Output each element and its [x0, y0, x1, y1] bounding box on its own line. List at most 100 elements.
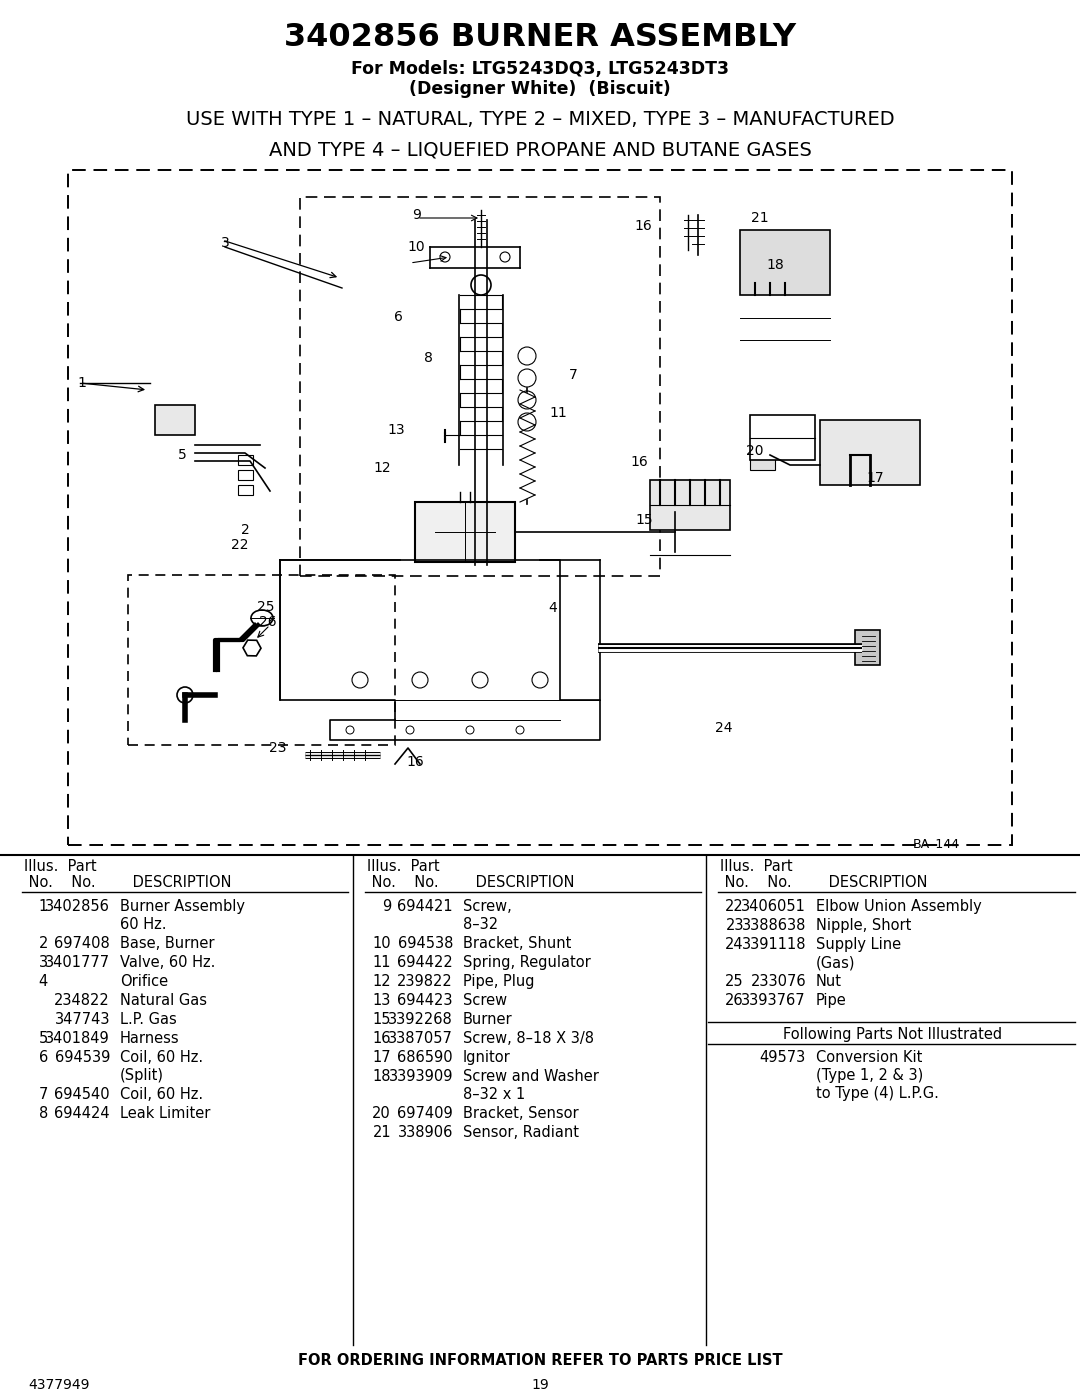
Bar	[820, 420, 920, 485]
Text: to Type (4) L.P.G.: to Type (4) L.P.G.	[816, 1085, 939, 1101]
Text: Pipe, Plug: Pipe, Plug	[463, 974, 535, 989]
Text: 25: 25	[257, 599, 274, 615]
Text: Screw,: Screw,	[463, 900, 512, 914]
Text: 3391118: 3391118	[742, 937, 806, 951]
Text: 3: 3	[220, 236, 229, 250]
Text: 15: 15	[635, 513, 652, 527]
Text: 17: 17	[373, 1051, 391, 1065]
Text: 8: 8	[423, 351, 432, 365]
Bar	[238, 485, 253, 495]
Text: 3393767: 3393767	[741, 993, 806, 1009]
Text: Conversion Kit: Conversion Kit	[816, 1051, 922, 1065]
Text: Sensor, Radiant: Sensor, Radiant	[463, 1125, 579, 1140]
Text: 694538: 694538	[397, 936, 453, 951]
Text: Bracket, Shunt: Bracket, Shunt	[463, 936, 571, 951]
Bar	[740, 231, 831, 295]
Text: 22: 22	[726, 900, 744, 914]
Text: 16: 16	[630, 455, 648, 469]
Text: 12: 12	[374, 461, 391, 475]
Text: No.    No.        DESCRIPTION: No. No. DESCRIPTION	[720, 875, 928, 890]
Text: Valve, 60 Hz.: Valve, 60 Hz.	[120, 956, 215, 970]
Text: No.    No.        DESCRIPTION: No. No. DESCRIPTION	[24, 875, 231, 890]
Text: 8–32 x 1: 8–32 x 1	[463, 1087, 525, 1102]
Text: 3402856 BURNER ASSEMBLY: 3402856 BURNER ASSEMBLY	[284, 22, 796, 53]
Text: 4: 4	[549, 601, 557, 615]
Text: 3387057: 3387057	[388, 1031, 453, 1046]
Text: 4: 4	[39, 974, 48, 989]
Ellipse shape	[251, 610, 273, 626]
Text: 16: 16	[406, 754, 423, 768]
Text: 694422: 694422	[397, 956, 453, 970]
Bar	[156, 405, 195, 434]
Text: 6: 6	[39, 1051, 48, 1065]
Text: 60 Hz.: 60 Hz.	[120, 916, 166, 932]
Text: Screw: Screw	[463, 993, 508, 1009]
Text: Burner Assembly: Burner Assembly	[120, 900, 245, 914]
Text: 694539: 694539	[55, 1051, 110, 1065]
Text: 10: 10	[373, 936, 391, 951]
Text: 24: 24	[715, 721, 732, 735]
Text: 21: 21	[752, 211, 769, 225]
Text: 7: 7	[39, 1087, 48, 1102]
Text: (Type 1, 2 & 3): (Type 1, 2 & 3)	[816, 1067, 923, 1083]
Text: 3388638: 3388638	[742, 918, 806, 933]
Text: 16: 16	[373, 1031, 391, 1046]
Text: 18: 18	[373, 1069, 391, 1084]
Text: Bracket, Sensor: Bracket, Sensor	[463, 1106, 579, 1120]
Text: Orifice: Orifice	[120, 974, 168, 989]
Text: Harness: Harness	[120, 1031, 179, 1046]
Text: 1: 1	[78, 376, 86, 390]
Text: USE WITH TYPE 1 – NATURAL, TYPE 2 – MIXED, TYPE 3 – MANUFACTURED: USE WITH TYPE 1 – NATURAL, TYPE 2 – MIXE…	[186, 110, 894, 129]
Text: 5: 5	[177, 448, 187, 462]
Text: AND TYPE 4 – LIQUEFIED PROPANE AND BUTANE GASES: AND TYPE 4 – LIQUEFIED PROPANE AND BUTAN…	[269, 140, 811, 159]
Text: 19: 19	[531, 1377, 549, 1391]
Bar	[300, 197, 660, 576]
Text: 694421: 694421	[397, 900, 453, 914]
Text: Elbow Union Assembly: Elbow Union Assembly	[816, 900, 982, 914]
Text: 26: 26	[726, 993, 744, 1009]
Text: 24: 24	[726, 937, 744, 951]
Bar	[129, 576, 395, 745]
Text: 1: 1	[39, 900, 48, 914]
Text: 26: 26	[259, 615, 276, 629]
Text: 12: 12	[373, 974, 391, 989]
Text: 11: 11	[373, 956, 391, 970]
Text: Supply Line: Supply Line	[816, 937, 901, 951]
Text: Nut: Nut	[816, 974, 842, 989]
Bar	[750, 450, 775, 469]
Text: 17: 17	[866, 471, 883, 485]
Text: 3402856: 3402856	[45, 900, 110, 914]
Text: Screw, 8–18 X 3/8: Screw, 8–18 X 3/8	[463, 1031, 594, 1046]
Text: 697409: 697409	[397, 1106, 453, 1120]
Text: 3401849: 3401849	[45, 1031, 110, 1046]
Text: 18: 18	[766, 258, 784, 272]
Text: 13: 13	[388, 423, 405, 437]
Text: 6: 6	[393, 310, 403, 324]
Bar	[68, 170, 1012, 845]
Text: 686590: 686590	[397, 1051, 453, 1065]
Text: FOR ORDERING INFORMATION REFER TO PARTS PRICE LIST: FOR ORDERING INFORMATION REFER TO PARTS …	[298, 1354, 782, 1368]
Text: 697408: 697408	[54, 936, 110, 951]
Text: No.    No.        DESCRIPTION: No. No. DESCRIPTION	[367, 875, 575, 890]
Text: 16: 16	[634, 219, 652, 233]
Text: 15: 15	[373, 1011, 391, 1027]
Text: 10: 10	[407, 240, 424, 254]
Text: 338906: 338906	[397, 1125, 453, 1140]
Text: 694424: 694424	[54, 1106, 110, 1120]
Text: 49573: 49573	[759, 1051, 806, 1065]
Text: 233076: 233076	[751, 974, 806, 989]
Text: Leak Limiter: Leak Limiter	[120, 1106, 211, 1120]
Text: 3392268: 3392268	[388, 1011, 453, 1027]
Text: 5: 5	[39, 1031, 48, 1046]
Text: Burner: Burner	[463, 1011, 513, 1027]
Text: Spring, Regulator: Spring, Regulator	[463, 956, 591, 970]
Text: 20: 20	[373, 1106, 391, 1120]
Text: Nipple, Short: Nipple, Short	[816, 918, 912, 933]
Text: 20: 20	[746, 444, 764, 458]
Text: 13: 13	[373, 993, 391, 1009]
Bar	[650, 481, 730, 529]
Text: BA–144: BA–144	[913, 838, 960, 851]
Text: L.P. Gas: L.P. Gas	[120, 1011, 177, 1027]
Text: Illus.  Part: Illus. Part	[367, 859, 440, 875]
Text: 694540: 694540	[54, 1087, 110, 1102]
